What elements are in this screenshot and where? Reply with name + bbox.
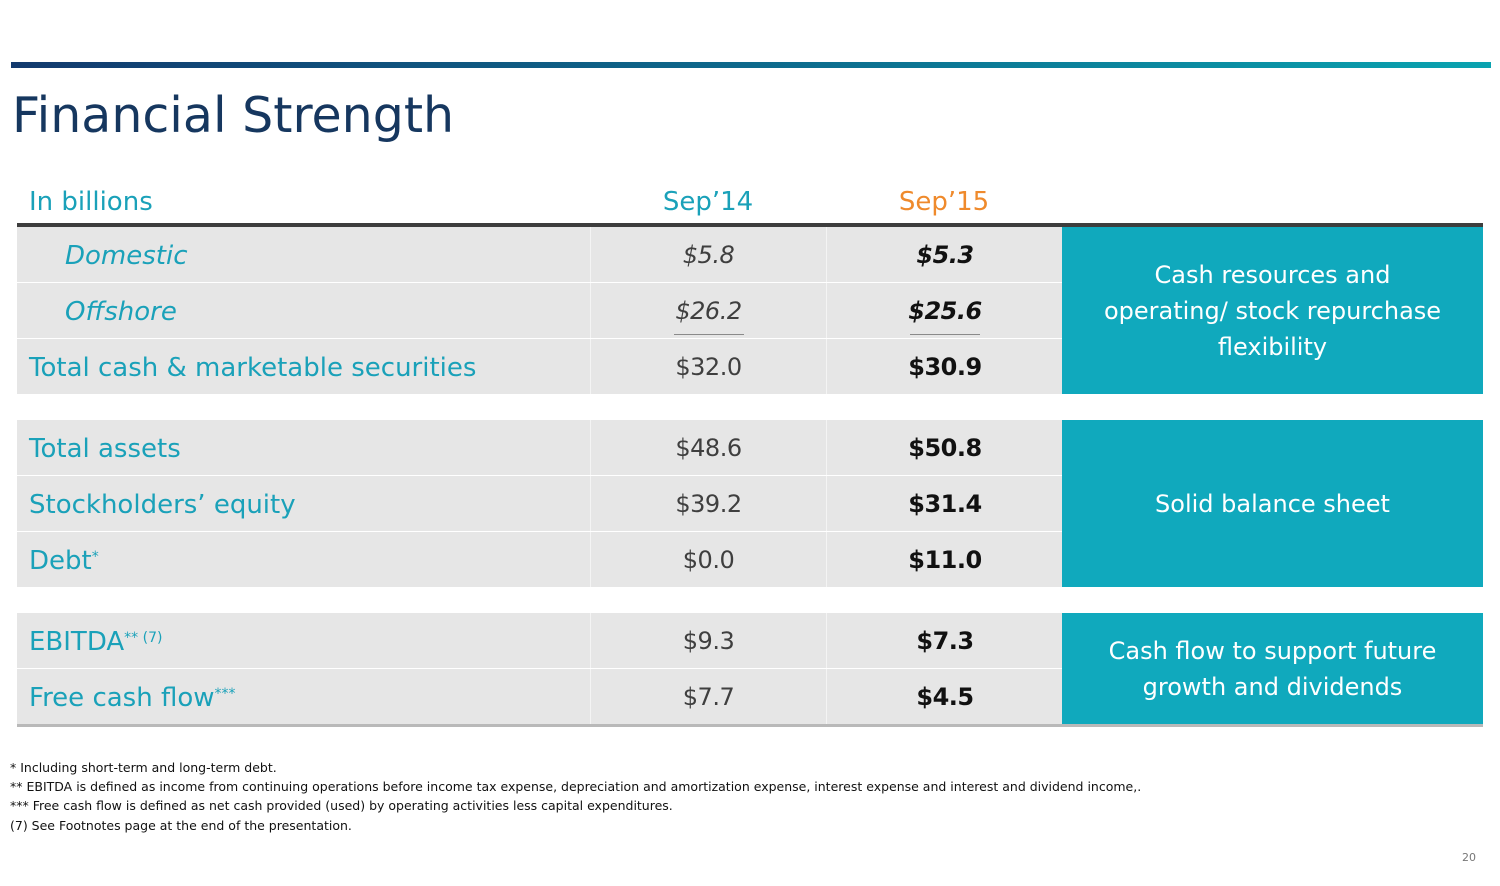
sep14-value: $26.2 <box>675 297 742 325</box>
header-sep15: Sep’15 <box>898 187 990 217</box>
page-title: Financial Strength <box>12 87 455 144</box>
sep15-value: $4.5 <box>916 683 974 711</box>
table-bottom-rule <box>17 724 1483 727</box>
sep14-cell: $48.6 <box>590 420 826 475</box>
row-label: Debt* <box>29 544 99 578</box>
header-units-label: In billions <box>29 187 153 217</box>
sep15-value: $25.6 <box>908 297 982 325</box>
row-label-cell: Total cash & marketable securities <box>17 339 589 394</box>
sep14-cell: $32.0 <box>590 339 826 394</box>
footnote-2: ** EBITDA is defined as income from cont… <box>10 779 1142 794</box>
footnote-marker: *** <box>214 686 236 702</box>
row-label-cell: EBITDA** (7) <box>17 613 589 668</box>
header-divider <box>17 223 1483 227</box>
row-label-cell: Offshore <box>17 283 589 338</box>
table-row: Domestic $5.8 $5.3 <box>17 227 1062 282</box>
row-label-cell: Debt* <box>17 532 589 587</box>
callout-text: Cash resources and operating/ stock repu… <box>1103 260 1442 361</box>
callout-cash-flexibility: Cash resources and operating/ stock repu… <box>1062 227 1483 394</box>
callout-text: Solid balance sheet <box>1155 489 1390 518</box>
row-label-cell: Total assets <box>17 420 589 475</box>
table-row: Total assets $48.6 $50.8 <box>17 420 1062 475</box>
footnote-3: *** Free cash flow is defined as net cas… <box>10 798 673 813</box>
row-label-cell: Free cash flow*** <box>17 669 589 724</box>
footnote-marker: ** (7) <box>124 630 163 646</box>
sep15-cell: $4.5 <box>826 669 1063 724</box>
sep14-cell: $5.8 <box>590 227 826 282</box>
sep15-value: $5.3 <box>916 241 974 269</box>
sep14-cell: $26.2 <box>590 283 826 338</box>
table-row: Stockholders’ equity $39.2 $31.4 <box>17 476 1062 531</box>
sep14-value: $9.3 <box>682 627 735 655</box>
row-label: EBITDA** (7) <box>29 625 162 659</box>
row-label-text: Free cash flow <box>29 683 215 713</box>
row-label-text: Debt <box>29 546 92 576</box>
sep14-value: $5.8 <box>682 241 735 269</box>
row-label: Domestic <box>65 241 188 271</box>
callout-text: Cash flow to support future growth and d… <box>1108 636 1437 701</box>
row-label: Stockholders’ equity <box>29 490 296 520</box>
table-row: EBITDA** (7) $9.3 $7.3 <box>17 613 1062 668</box>
sep14-value: $7.7 <box>682 683 735 711</box>
table-row: Offshore $26.2 $25.6 <box>17 283 1062 338</box>
sep14-value: $32.0 <box>675 353 742 381</box>
row-label-cell: Domestic <box>17 227 589 282</box>
sep14-value: $48.6 <box>675 434 742 462</box>
page-number: 20 <box>1462 851 1476 864</box>
row-label: Total assets <box>29 434 181 464</box>
sep15-cell: $7.3 <box>826 613 1063 668</box>
header-sep14: Sep’14 <box>662 187 754 217</box>
footnote-4: (7) See Footnotes page at the end of the… <box>10 818 352 833</box>
sep14-cell: $0.0 <box>590 532 826 587</box>
sep15-cell: $30.9 <box>826 339 1063 394</box>
callout-cash-flow: Cash flow to support future growth and d… <box>1062 613 1483 724</box>
sep14-cell: $39.2 <box>590 476 826 531</box>
sep14-cell: $9.3 <box>590 613 826 668</box>
table-row: Debt* $0.0 $11.0 <box>17 532 1062 587</box>
row-label-text: EBITDA <box>29 627 125 657</box>
sep15-value: $7.3 <box>916 627 974 655</box>
row-label-cell: Stockholders’ equity <box>17 476 589 531</box>
sep15-cell: $50.8 <box>826 420 1063 475</box>
row-label: Free cash flow*** <box>29 681 236 715</box>
table-row: Free cash flow*** $7.7 $4.5 <box>17 669 1062 724</box>
callout-balance-sheet: Solid balance sheet <box>1062 420 1483 587</box>
sep14-cell: $7.7 <box>590 669 826 724</box>
sep15-cell: $31.4 <box>826 476 1063 531</box>
row-label: Total cash & marketable securities <box>29 353 477 383</box>
sep15-cell: $25.6 <box>826 283 1063 338</box>
table-row: Total cash & marketable securities $32.0… <box>17 339 1062 394</box>
sep15-value: $50.8 <box>908 434 982 462</box>
sep14-value: $39.2 <box>675 490 742 518</box>
sep15-value: $31.4 <box>908 490 982 518</box>
sep15-value: $11.0 <box>908 546 982 574</box>
subtotal-underline <box>673 334 744 335</box>
footnote-1: * Including short-term and long-term deb… <box>10 760 277 775</box>
sep15-value: $30.9 <box>908 353 982 381</box>
row-label: Offshore <box>65 297 177 327</box>
sep14-value: $0.0 <box>682 546 735 574</box>
footnote-marker: * <box>91 549 99 565</box>
top-accent-bar <box>11 62 1491 68</box>
sep15-cell: $11.0 <box>826 532 1063 587</box>
subtotal-underline <box>910 334 980 335</box>
sep15-cell: $5.3 <box>826 227 1063 282</box>
